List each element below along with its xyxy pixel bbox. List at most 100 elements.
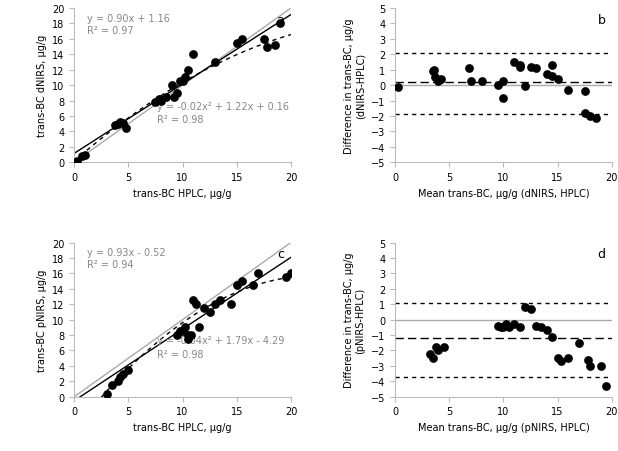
- Point: [580, 88, 590, 96]
- Point: [439, 344, 449, 351]
- Point: [525, 305, 535, 313]
- Point: [169, 94, 179, 101]
- Point: [501, 321, 510, 328]
- Point: [430, 75, 440, 82]
- Point: [596, 363, 606, 370]
- Y-axis label: Difference in trans-BC, μg/g
(pNIRS-HPLC): Difference in trans-BC, μg/g (pNIRS-HPLC…: [344, 252, 365, 387]
- Point: [237, 278, 247, 285]
- Point: [580, 110, 590, 117]
- Point: [259, 36, 269, 43]
- Point: [601, 382, 611, 390]
- Point: [124, 366, 133, 373]
- Point: [520, 83, 530, 90]
- Point: [548, 73, 557, 80]
- Point: [433, 347, 443, 354]
- Point: [515, 62, 525, 69]
- Point: [121, 124, 131, 132]
- Point: [275, 21, 285, 28]
- Text: y = 0.93x - 0.52: y = 0.93x - 0.52: [87, 248, 166, 258]
- Point: [210, 301, 220, 308]
- Point: [232, 40, 242, 47]
- Text: d: d: [598, 248, 605, 261]
- Point: [183, 336, 193, 343]
- Point: [556, 358, 566, 365]
- Point: [118, 120, 128, 127]
- Point: [107, 382, 117, 389]
- Point: [564, 355, 574, 362]
- Text: y = -0.04x² + 1.79x - 4.29: y = -0.04x² + 1.79x - 4.29: [156, 335, 284, 345]
- X-axis label: Mean trans-BC, μg/g (dNIRS, HPLC): Mean trans-BC, μg/g (dNIRS, HPLC): [418, 188, 589, 198]
- Point: [552, 76, 562, 83]
- Y-axis label: trans-BC dNIRS, μg/g: trans-BC dNIRS, μg/g: [36, 35, 46, 137]
- Point: [226, 301, 236, 308]
- Point: [199, 305, 209, 312]
- Point: [194, 324, 204, 331]
- Point: [493, 322, 503, 330]
- Text: a: a: [277, 14, 284, 27]
- Point: [156, 98, 166, 105]
- Point: [232, 282, 242, 289]
- Y-axis label: trans-BC pNIRS, μg/g: trans-BC pNIRS, μg/g: [36, 269, 46, 371]
- Point: [188, 297, 198, 304]
- Point: [520, 304, 530, 311]
- Point: [542, 327, 552, 334]
- Point: [118, 370, 128, 377]
- X-axis label: trans-BC HPLC, μg/g: trans-BC HPLC, μg/g: [133, 422, 232, 432]
- Point: [80, 152, 90, 159]
- Point: [548, 333, 557, 341]
- Point: [210, 59, 220, 66]
- Point: [515, 64, 525, 71]
- Point: [186, 331, 196, 339]
- Point: [585, 113, 595, 120]
- Text: y = -0.02x² + 1.22x + 0.16: y = -0.02x² + 1.22x + 0.16: [156, 101, 289, 111]
- Point: [286, 270, 296, 277]
- Point: [428, 69, 438, 76]
- Point: [433, 78, 443, 85]
- Point: [188, 51, 198, 59]
- X-axis label: Mean trans-BC, μg/g (pNIRS, HPLC): Mean trans-BC, μg/g (pNIRS, HPLC): [418, 422, 590, 432]
- Point: [531, 322, 541, 330]
- Point: [180, 324, 190, 331]
- Text: R² = 0.97: R² = 0.97: [87, 26, 133, 36]
- Point: [504, 324, 514, 331]
- Point: [72, 158, 82, 165]
- Point: [499, 78, 509, 85]
- Text: R² = 0.98: R² = 0.98: [156, 115, 203, 125]
- Point: [102, 391, 112, 398]
- Point: [77, 153, 87, 161]
- Point: [111, 122, 121, 129]
- Point: [205, 308, 214, 316]
- Point: [496, 324, 506, 331]
- Point: [154, 96, 164, 103]
- X-axis label: trans-BC HPLC, μg/g: trans-BC HPLC, μg/g: [133, 188, 232, 198]
- Point: [112, 378, 122, 385]
- Point: [180, 75, 190, 82]
- Text: c: c: [277, 248, 284, 261]
- Point: [172, 331, 182, 339]
- Point: [536, 324, 546, 331]
- Text: R² = 0.94: R² = 0.94: [87, 260, 133, 270]
- Point: [425, 350, 434, 357]
- Point: [436, 76, 446, 83]
- Point: [112, 121, 122, 128]
- Point: [216, 297, 226, 304]
- Point: [464, 65, 473, 73]
- Point: [431, 344, 441, 351]
- Point: [281, 274, 290, 281]
- Point: [429, 67, 439, 74]
- Point: [167, 83, 177, 90]
- Point: [393, 84, 403, 91]
- Point: [151, 99, 161, 106]
- Point: [542, 72, 552, 79]
- Point: [177, 78, 187, 86]
- Point: [493, 83, 503, 90]
- Point: [574, 340, 584, 347]
- Y-axis label: Difference in trans-BC, μg/g
(dNIRS-HPLC): Difference in trans-BC, μg/g (dNIRS-HPLC…: [344, 18, 365, 154]
- Point: [477, 78, 487, 86]
- Point: [515, 324, 525, 331]
- Text: y = 0.90x + 1.16: y = 0.90x + 1.16: [87, 14, 170, 23]
- Point: [176, 78, 185, 86]
- Point: [499, 324, 509, 331]
- Point: [115, 120, 125, 127]
- Point: [428, 355, 438, 362]
